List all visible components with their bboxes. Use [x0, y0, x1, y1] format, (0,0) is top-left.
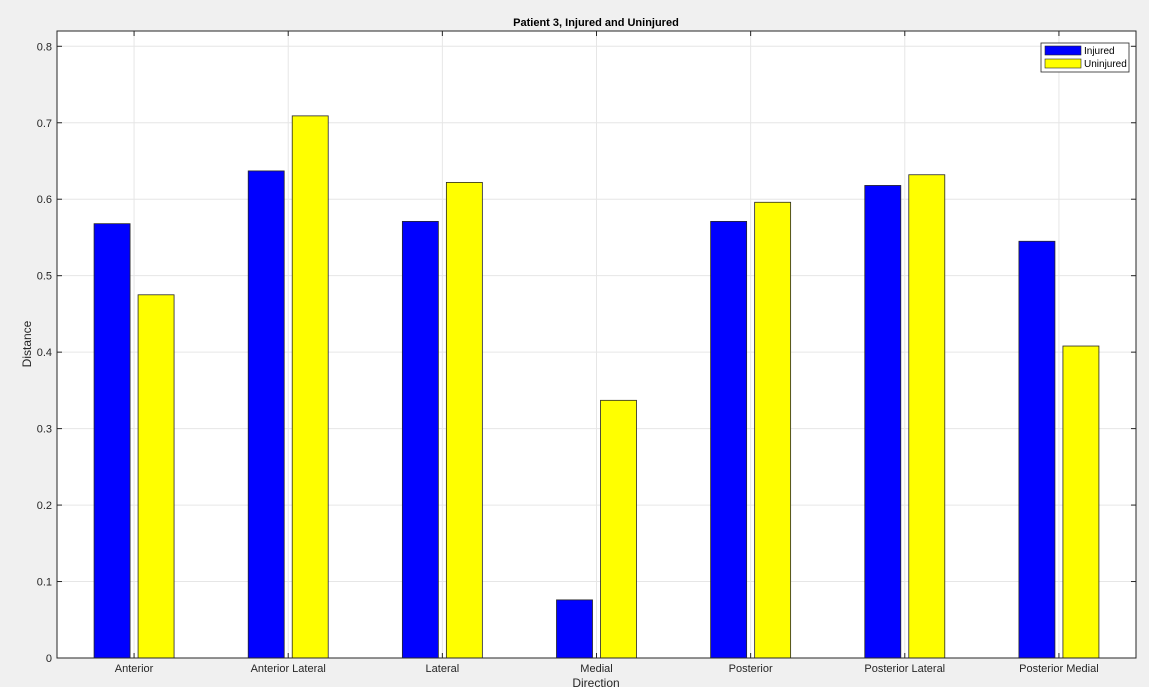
- legend-label-uninjured: Uninjured: [1084, 59, 1127, 70]
- x-tick-label: Anterior Lateral: [251, 663, 326, 675]
- y-axis-label: Distance: [20, 320, 34, 367]
- bar-uninjured-medial[interactable]: [600, 399, 637, 659]
- y-tick-label: 0.8: [37, 41, 52, 53]
- x-tick-label: Anterior: [115, 663, 154, 675]
- bar-injured-medial[interactable]: [556, 599, 593, 659]
- bar-injured-posterior[interactable]: [710, 220, 748, 659]
- bar-uninjured-posterior-medial[interactable]: [1062, 345, 1100, 659]
- grid-lines: [57, 31, 1136, 658]
- y-tick-label: 0.6: [37, 194, 52, 206]
- bar-uninjured-lateral[interactable]: [445, 181, 483, 659]
- x-tick-label: Medial: [580, 663, 612, 675]
- x-tick-label: Posterior: [729, 663, 773, 675]
- x-tick-label: Posterior Lateral: [864, 663, 945, 675]
- legend-label-injured: Injured: [1084, 46, 1115, 57]
- bar-injured-anterior-lateral[interactable]: [247, 170, 285, 659]
- x-axis-label: Direction: [572, 676, 619, 687]
- legend-swatch-uninjured: [1044, 58, 1082, 69]
- y-tick-label: 0.4: [37, 347, 52, 359]
- axis-ticks: 0 0.1 0.2 0.3 0.4 0.5 0.6 0.7 0.8 Anterior Anterio…: [37, 31, 1136, 675]
- y-tick-label: 0.3: [37, 424, 52, 436]
- bar-injured-posterior-medial[interactable]: [1018, 240, 1056, 659]
- bars: [93, 115, 1100, 659]
- bar-uninjured-anterior[interactable]: [137, 294, 175, 659]
- y-tick-label: 0.1: [37, 577, 52, 589]
- bar-uninjured-posterior[interactable]: [754, 201, 792, 659]
- x-tick-label: Posterior Medial: [1019, 663, 1098, 675]
- bar-injured-posterior-lateral[interactable]: [864, 185, 902, 659]
- legend[interactable]: Injured Uninjured: [1040, 42, 1130, 73]
- chart-title: Patient 3, Injured and Uninjured: [513, 17, 679, 29]
- y-tick-label: 0.7: [37, 118, 52, 130]
- x-tick-label: Lateral: [426, 663, 460, 675]
- y-tick-label: 0: [46, 653, 52, 665]
- y-tick-label: 0.5: [37, 271, 52, 283]
- bar-injured-anterior[interactable]: [93, 223, 131, 659]
- bar-uninjured-anterior-lateral[interactable]: [291, 115, 329, 659]
- bar-uninjured-posterior-lateral[interactable]: [908, 174, 946, 659]
- bar-injured-lateral[interactable]: [401, 220, 439, 659]
- legend-swatch-injured: [1044, 45, 1082, 56]
- y-tick-label: 0.2: [37, 500, 52, 512]
